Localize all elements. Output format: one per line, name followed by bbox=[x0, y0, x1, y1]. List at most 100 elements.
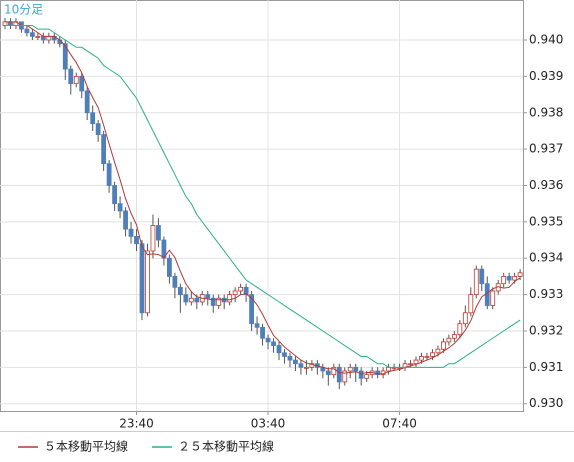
candle-body bbox=[451, 334, 457, 339]
candle-body bbox=[172, 276, 178, 288]
candle-body bbox=[260, 326, 265, 339]
candle-body bbox=[2, 21, 8, 26]
candle-body bbox=[106, 163, 112, 186]
candle-body bbox=[134, 236, 139, 245]
candle-body bbox=[501, 276, 507, 285]
candle-body bbox=[232, 290, 238, 296]
x-tick-label: 23:40 bbox=[119, 417, 154, 431]
candle-body bbox=[73, 75, 79, 85]
y-tick-label: 0.932 bbox=[529, 323, 563, 337]
candle-body bbox=[90, 112, 96, 125]
candle-body bbox=[430, 352, 435, 357]
candle-body bbox=[331, 366, 337, 376]
candle-body bbox=[156, 225, 161, 241]
y-tick-label: 0.933 bbox=[529, 287, 563, 301]
candle-body bbox=[303, 366, 309, 369]
candle-body bbox=[194, 297, 200, 303]
candle-body bbox=[265, 337, 271, 343]
candle-body bbox=[79, 75, 85, 92]
candle-body bbox=[298, 363, 304, 368]
candle-body bbox=[188, 297, 194, 303]
candle-body bbox=[35, 35, 41, 38]
candle-body bbox=[424, 356, 430, 358]
candle-body bbox=[24, 28, 30, 34]
x-tick-label: 03:40 bbox=[251, 417, 286, 431]
candle-body bbox=[183, 294, 189, 303]
candle-body bbox=[440, 341, 446, 350]
y-tick-label: 0.937 bbox=[529, 142, 563, 156]
candle-body bbox=[446, 337, 452, 343]
candle-body bbox=[293, 359, 298, 365]
candle-body bbox=[473, 268, 479, 296]
candle-body bbox=[358, 370, 364, 379]
candle-body bbox=[216, 297, 222, 306]
candle-body bbox=[8, 21, 13, 26]
y-tick-label: 0.938 bbox=[529, 105, 563, 119]
y-tick-label: 0.935 bbox=[529, 214, 563, 228]
candle-body bbox=[205, 294, 211, 299]
candle-body bbox=[512, 276, 518, 281]
candle-body bbox=[325, 370, 331, 376]
candle-body bbox=[210, 297, 216, 306]
candle-body bbox=[353, 366, 359, 372]
candle-body bbox=[117, 203, 123, 212]
candle-body bbox=[342, 370, 348, 383]
candle-body bbox=[375, 370, 381, 376]
legend-label: ２５本移動平均線 bbox=[178, 439, 274, 454]
candle-body bbox=[435, 348, 441, 354]
candle-body bbox=[408, 363, 413, 366]
candle-body bbox=[123, 210, 128, 230]
candle-body bbox=[145, 250, 150, 314]
candle-body bbox=[506, 276, 512, 281]
candle-body bbox=[419, 356, 424, 361]
candle-body bbox=[243, 286, 249, 296]
candle-body bbox=[254, 323, 260, 328]
candle-body bbox=[150, 225, 156, 252]
candle-body bbox=[364, 374, 370, 379]
candle-body bbox=[457, 323, 463, 336]
candle-body bbox=[84, 90, 90, 114]
candle-body bbox=[490, 290, 496, 306]
candle-body bbox=[68, 68, 74, 85]
legend-label: ５本移動平均線 bbox=[44, 439, 128, 454]
plot-area bbox=[0, 0, 524, 412]
candle-body bbox=[166, 257, 172, 277]
candle-body bbox=[128, 228, 134, 237]
x-tick-label: 07:40 bbox=[382, 417, 417, 431]
candle-body bbox=[479, 268, 485, 285]
candle-body bbox=[462, 312, 468, 325]
candle-body bbox=[282, 352, 287, 357]
candle-body bbox=[101, 134, 107, 165]
candle-body bbox=[347, 366, 353, 372]
candle-body bbox=[386, 366, 392, 372]
y-tick-label: 0.934 bbox=[529, 251, 563, 265]
candle-body bbox=[287, 356, 293, 361]
candle-body bbox=[468, 294, 474, 314]
candle-body bbox=[46, 35, 52, 41]
candle-body bbox=[139, 243, 145, 314]
y-tick-label: 0.940 bbox=[529, 33, 563, 47]
candle-body bbox=[309, 363, 315, 368]
candle-body bbox=[238, 286, 244, 292]
y-tick-label: 0.936 bbox=[529, 178, 563, 192]
moving-average-line bbox=[5, 24, 521, 368]
candle-body bbox=[112, 185, 117, 205]
candle-body bbox=[517, 272, 523, 277]
candle-body bbox=[40, 35, 46, 41]
candle-body bbox=[227, 294, 233, 303]
candle-body bbox=[336, 366, 342, 383]
timeframe-label: 10分足 bbox=[4, 3, 43, 17]
candle-body bbox=[62, 43, 68, 70]
moving-average-line bbox=[5, 21, 521, 375]
candle-body bbox=[413, 359, 419, 365]
y-tick-label: 0.931 bbox=[529, 360, 563, 374]
candle-body bbox=[161, 239, 167, 259]
candle-body bbox=[271, 341, 276, 346]
y-tick-label: 0.930 bbox=[529, 396, 563, 410]
candle-body bbox=[276, 345, 282, 354]
candle-body bbox=[29, 32, 35, 37]
candle-body bbox=[249, 294, 255, 325]
candle-body bbox=[95, 123, 101, 135]
